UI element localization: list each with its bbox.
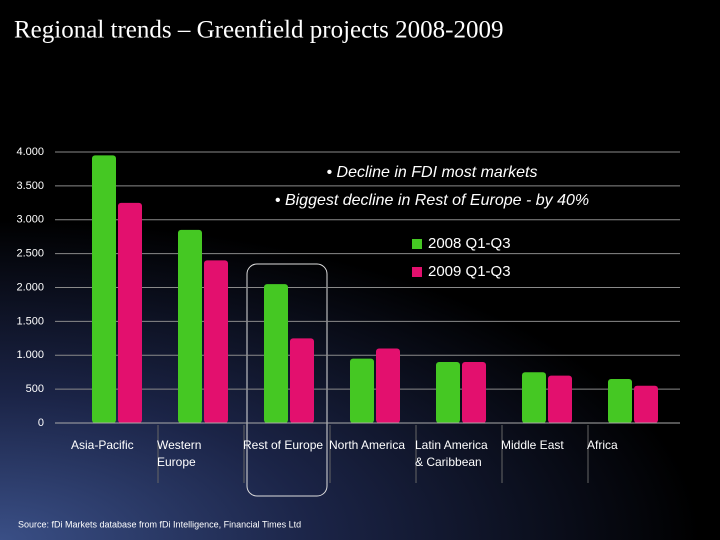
x-tick-label: Western Europe — [157, 438, 202, 469]
x-tick-label: North America — [329, 438, 406, 452]
bar — [436, 362, 460, 423]
highlight-frame — [246, 263, 328, 497]
source-note: Source: fDi Markets database from fDi In… — [18, 519, 301, 529]
y-tick-label: 0 — [38, 417, 44, 429]
x-tick-label: Middle East — [501, 438, 564, 452]
x-tick-label: Rest of Europe — [243, 438, 324, 452]
bar — [634, 385, 658, 423]
bar — [548, 375, 572, 423]
annotation: • Decline in FDI most markets — [327, 164, 538, 181]
annotation: • Biggest decline in Rest of Europe - by… — [275, 192, 589, 209]
bar — [462, 362, 486, 423]
bar — [376, 348, 400, 423]
x-tick-label: Asia-Pacific — [71, 438, 134, 452]
bar — [204, 260, 228, 423]
y-tick-label: 3.500 — [16, 180, 44, 192]
legend-label: 2009 Q1-Q3 — [428, 263, 511, 280]
legend-swatch — [412, 267, 422, 277]
y-tick-label: 2.000 — [16, 281, 44, 293]
y-tick-label: 3.000 — [16, 214, 44, 226]
bar — [522, 372, 546, 423]
chart-title: Regional trends – Greenfield projects 20… — [14, 17, 503, 44]
y-tick-label: 1.000 — [16, 349, 44, 361]
bar — [608, 378, 632, 423]
legend-swatch — [412, 239, 422, 249]
y-tick-label: 1.500 — [16, 315, 44, 327]
bar — [350, 358, 374, 423]
bar — [118, 202, 142, 423]
legend-label: 2008 Q1-Q3 — [428, 235, 511, 252]
y-tick-label: 2.500 — [16, 248, 44, 260]
bar — [92, 155, 116, 423]
x-tick-label: Latin America & Caribbean — [415, 438, 488, 469]
bar — [290, 338, 314, 423]
x-tick-label: Africa — [587, 438, 618, 452]
bar — [264, 284, 288, 423]
bar — [178, 229, 202, 423]
y-tick-label: 500 — [26, 383, 44, 395]
y-tick-label: 4.000 — [16, 146, 44, 158]
